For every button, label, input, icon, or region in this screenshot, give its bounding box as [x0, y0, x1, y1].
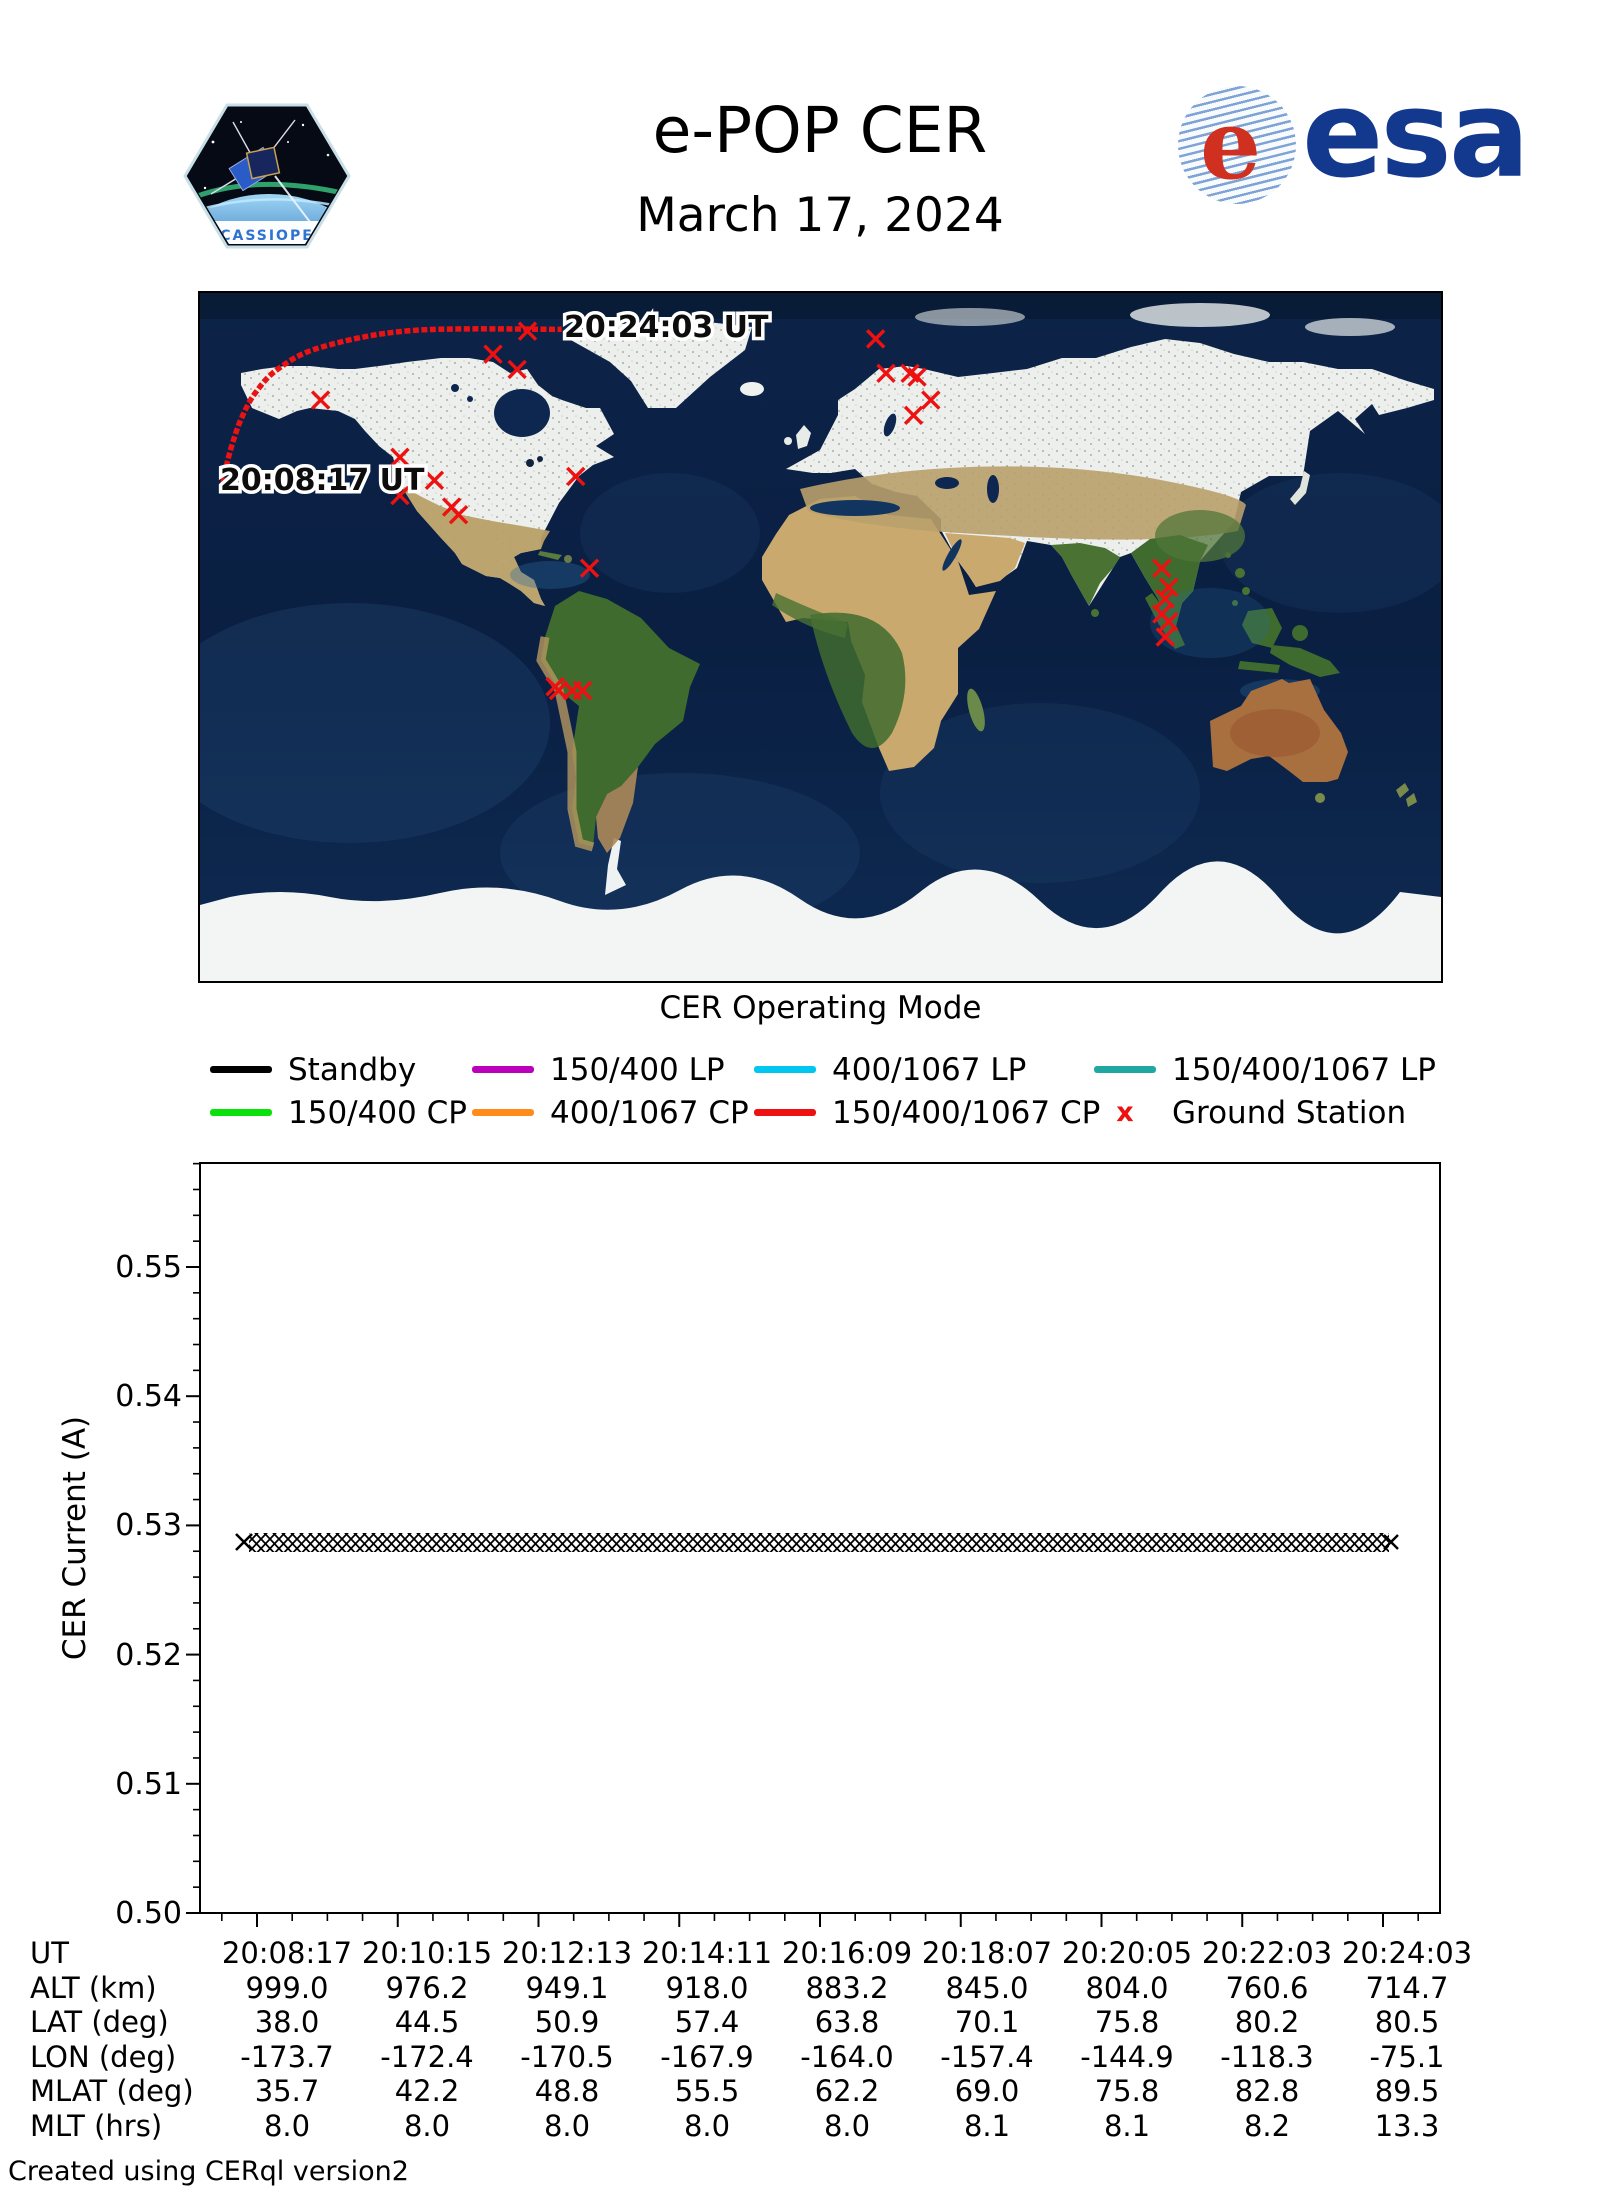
page-subtitle-date: March 17, 2024: [636, 188, 1004, 243]
y-tick-0.53: 0.53: [115, 1508, 182, 1543]
plot-frame: [199, 1162, 1441, 1914]
legend-item-150-400-lp: 150/400 LP: [472, 1052, 754, 1088]
y-tick-0.54: 0.54: [115, 1379, 182, 1414]
patch-title: CASSIOPE: [220, 228, 314, 244]
row-label: ALT (km): [30, 1970, 157, 2005]
ground-station-marker: [903, 405, 924, 426]
ground-station-marker: [579, 558, 600, 578]
row-label: MLT (hrs): [30, 2108, 163, 2143]
south-america: [541, 591, 700, 847]
greenland: [569, 320, 752, 408]
legend-item-400-1067-cp: 400/1067 CP: [472, 1095, 754, 1131]
data-band-left-cap: [235, 1533, 253, 1551]
row-label: MLAT (deg): [30, 2074, 194, 2109]
ground-station-marker: [876, 363, 896, 383]
ground-station-marker: [507, 359, 527, 380]
page-title: e-POP CER: [652, 94, 988, 167]
legend-item-standby: Standby: [210, 1052, 472, 1088]
satellite-body: [245, 146, 281, 180]
satellite-ground-track: [219, 326, 562, 493]
ground-station-marker: [517, 321, 538, 341]
ground-station-marker: [483, 344, 503, 364]
patch-banner: [197, 221, 337, 244]
legend-line-swatch: [754, 1109, 816, 1116]
legend-item-150-400-1067-cp: 150/400/1067 CP: [754, 1095, 1100, 1131]
legend-line-swatch: [472, 1066, 534, 1073]
track-end-annotation: 20:24:03 UT: [564, 310, 769, 345]
table-row-lon: LON (deg) -173.7 -172.4 -170.5 -167.9 -164.0…: [0, 2040, 1477, 2075]
row-label: LAT (deg): [30, 2005, 169, 2040]
y-tick-0.50: 0.50: [115, 1896, 182, 1931]
india: [1051, 543, 1120, 606]
y-tick-0.55: 0.55: [115, 1250, 182, 1285]
new-guinea: [1270, 645, 1340, 677]
southern-us-mexico: [402, 487, 550, 606]
iceland: [740, 382, 764, 396]
cuba: [538, 551, 562, 560]
world-map-figure: 20:08:17 UT 20:24:03 UT: [150, 291, 1460, 983]
ground-station-marker: [1158, 577, 1179, 598]
ground-station-marker: [572, 680, 593, 701]
ground-station-marker: [1155, 589, 1175, 609]
table-row-lat: LAT (deg) 38.0 44.5 50.9 57.4 63.8 70.1 75.8 80…: [0, 2005, 1477, 2040]
mode-legend: Standby 150/400 LP 400/1067 LP 150/400/1…: [210, 1048, 1436, 1134]
cassiope-patch-graphic: CASSIOPE: [183, 103, 351, 249]
arabia: [945, 533, 1025, 587]
table-row-mlat: MLAT (deg) 35.7 42.2 48.8 55.5 62.2 69.0 75.8 8…: [0, 2074, 1477, 2109]
map-caption: CER Operating Mode: [659, 990, 982, 1026]
ground-station-marker: [1155, 627, 1175, 647]
ground-station-marker: [390, 485, 410, 506]
ground-station-marker: [448, 504, 469, 525]
track-start-annotation: 20:08:17 UT: [220, 463, 425, 498]
table-row-ut: UT 20:08:17 20:10:15 20:12:13 20:14:11 20:16…: [0, 1936, 1477, 1971]
row-label: UT: [30, 1936, 69, 1971]
legend-item-400-1067-lp: 400/1067 LP: [754, 1052, 1094, 1088]
data-band-right-cap: [1383, 1534, 1399, 1550]
ground-station-marker: [310, 390, 331, 410]
y-tick-0.51: 0.51: [115, 1767, 182, 1802]
legend-item-ground-station: x Ground Station: [1094, 1095, 1436, 1131]
ground-station-marker: [907, 367, 927, 387]
legend-item-150-400-cp: 150/400 CP: [210, 1095, 472, 1131]
madagascar: [967, 688, 985, 732]
y-tick-0.52: 0.52: [115, 1638, 182, 1673]
table-row-mlt: MLT (hrs) 8.0 8.0 8.0 8.0 8.0 8.1 8.1 8.2 13.3: [0, 2109, 1477, 2144]
ground-station-marker: [1158, 612, 1179, 632]
ground-station-marker: [1152, 558, 1172, 578]
footer-credit: Created using CERql version2: [8, 2156, 409, 2187]
esa-logo-text: esa: [1302, 66, 1530, 205]
japan: [1290, 471, 1310, 505]
hudson-bay: [494, 389, 550, 437]
ground-station-marker: [424, 470, 445, 490]
row-label: LON (deg): [30, 2039, 177, 2074]
ground-station-marker: [566, 466, 586, 487]
axis-ticks: [186, 1162, 1419, 1927]
ground-station-markers: [310, 321, 1179, 701]
legend-line-swatch: [472, 1109, 534, 1116]
legend-line-swatch: [210, 1109, 272, 1116]
esa-e-glyph: e: [1200, 88, 1262, 201]
ground-station-marker: [921, 390, 941, 410]
x-marker-icon: x: [1116, 1097, 1134, 1128]
world-map: 20:08:17 UT 20:24:03 UT: [150, 293, 1460, 981]
cer-current-data-band: [249, 1533, 1389, 1552]
legend-line-swatch: [1094, 1066, 1156, 1073]
ground-station-marker: [548, 680, 569, 701]
aurora-arc: [188, 181, 346, 203]
ephemeris-table: UT 20:08:17 20:10:15 20:12:13 20:14:11 20:16…: [0, 1936, 1477, 2143]
cassiope-mission-patch: CASSIOPE: [183, 100, 351, 252]
central-asia-band: [800, 466, 1246, 540]
legend-line-swatch: [210, 1066, 272, 1073]
table-row-alt: ALT (km) 999.0 976.2 949.1 918.0 883.2 845.0 8…: [0, 1971, 1477, 2006]
legend-line-swatch: [754, 1066, 816, 1073]
legend-item-150-400-1067-lp: 150/400/1067 LP: [1094, 1052, 1436, 1088]
britain: [796, 425, 811, 449]
ground-station-marker: [390, 447, 410, 468]
andes: [536, 636, 595, 852]
java: [1238, 661, 1280, 673]
antarctica: [200, 861, 1441, 981]
ground-station-marker: [865, 329, 886, 349]
borneo: [1242, 608, 1282, 648]
esa-globe-icon: e: [1178, 86, 1296, 204]
